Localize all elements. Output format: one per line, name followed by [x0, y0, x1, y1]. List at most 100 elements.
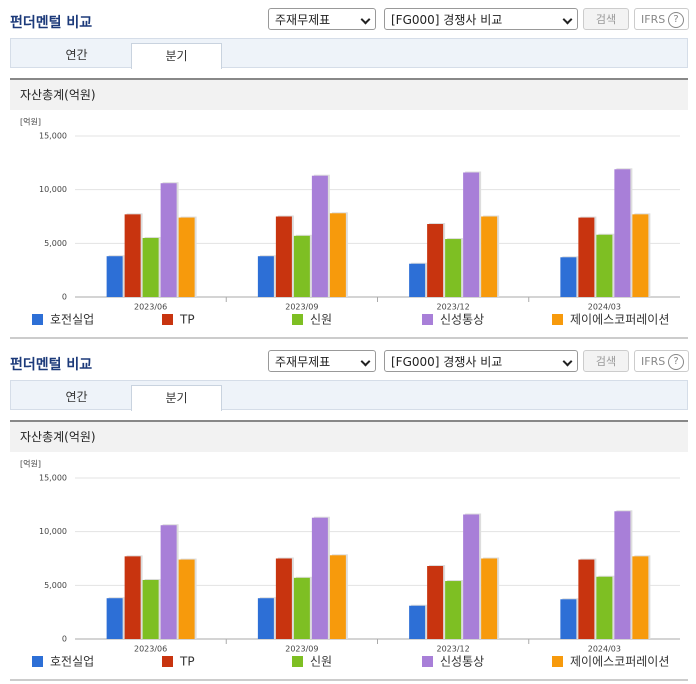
- legend-swatch: [162, 314, 173, 325]
- legend-label: 신원: [310, 655, 332, 669]
- panel-title: 펀더멘털 비교: [10, 15, 93, 31]
- legend-swatch: [162, 656, 173, 667]
- ifrs-label: IFRS: [641, 355, 666, 368]
- legend-label: 신원: [310, 313, 332, 327]
- bar: [275, 216, 292, 297]
- chart: [억원] 0 5,000 10,000 15,000 2023/06 2023/09 2023…: [10, 117, 688, 339]
- bar: [427, 224, 444, 297]
- ifrs-button[interactable]: IFRS?: [634, 8, 689, 30]
- bar: [160, 183, 177, 297]
- legend-swatch: [292, 656, 303, 667]
- bar: [445, 239, 462, 297]
- unit-label: [억원]: [20, 459, 41, 469]
- search-button[interactable]: 검색: [583, 350, 629, 372]
- statement-select[interactable]: 주재무제표: [268, 350, 376, 372]
- bar: [329, 555, 346, 639]
- ifrs-label: IFRS: [641, 13, 666, 26]
- bar: [293, 235, 310, 297]
- x-tick-label: 2024/03: [588, 645, 621, 654]
- bar: [632, 556, 649, 639]
- bar: [329, 213, 346, 297]
- x-tick-label: 2023/09: [285, 303, 318, 312]
- search-button[interactable]: 검색: [583, 8, 629, 30]
- help-icon[interactable]: ?: [668, 12, 684, 28]
- bar: [596, 576, 613, 639]
- legend-label: 제이에스코퍼레이션: [570, 313, 669, 327]
- bar: [614, 511, 631, 639]
- bar: [578, 217, 595, 297]
- section-title: 자산총계(억원): [10, 420, 688, 452]
- legend-swatch: [422, 656, 433, 667]
- tab[interactable]: 분기: [131, 385, 222, 411]
- legend-swatch: [32, 656, 43, 667]
- bar: [614, 169, 631, 297]
- bar: [481, 558, 498, 639]
- bar: [463, 172, 480, 297]
- y-tick-label: 5,000: [44, 239, 67, 248]
- bar: [481, 216, 498, 297]
- legend-label: TP: [179, 655, 195, 669]
- x-tick-label: 2023/12: [437, 645, 470, 654]
- legend-label: 제이에스코퍼레이션: [570, 655, 669, 669]
- bar: [106, 256, 123, 297]
- bar: [275, 558, 292, 639]
- x-tick-label: 2023/06: [134, 645, 167, 654]
- bar: [578, 559, 595, 639]
- bar: [409, 605, 426, 639]
- bar: [445, 581, 462, 639]
- legend-label: 호전실업: [50, 655, 94, 669]
- panel: 펀더멘털 비교 주재무제표 [FG000] 경쟁사 비교 검색 IFRS? 연간 분기 자산총…: [0, 0, 696, 342]
- legend-label: 신성통상: [440, 313, 484, 327]
- legend-swatch: [292, 314, 303, 325]
- bar: [178, 217, 195, 297]
- bar: [124, 556, 141, 639]
- bar: [560, 257, 577, 297]
- peer-select[interactable]: [FG000] 경쟁사 비교: [384, 350, 578, 372]
- x-tick-label: 2023/06: [134, 303, 167, 312]
- y-tick-label: 15,000: [39, 132, 67, 141]
- bar: [311, 175, 328, 297]
- bar: [142, 579, 159, 639]
- x-tick-label: 2023/09: [285, 645, 318, 654]
- bar: [311, 517, 328, 639]
- bar: [409, 263, 426, 297]
- bar: [293, 577, 310, 639]
- section-title: 자산총계(억원): [10, 78, 688, 110]
- bar: [632, 214, 649, 297]
- bar: [142, 237, 159, 297]
- y-tick-label: 5,000: [44, 581, 67, 590]
- y-tick-label: 15,000: [39, 474, 67, 483]
- statement-select[interactable]: 주재무제표: [268, 8, 376, 30]
- y-tick-label: 0: [62, 293, 67, 302]
- legend-swatch: [422, 314, 433, 325]
- tab[interactable]: 연간: [65, 48, 88, 62]
- y-tick-label: 10,000: [39, 185, 67, 194]
- bar: [560, 599, 577, 639]
- peer-select[interactable]: [FG000] 경쟁사 비교: [384, 8, 578, 30]
- y-tick-label: 0: [62, 635, 67, 644]
- legend-label: 신성통상: [440, 655, 484, 669]
- y-tick-label: 10,000: [39, 527, 67, 536]
- bar: [106, 598, 123, 639]
- legend-swatch: [32, 314, 43, 325]
- bar: [124, 214, 141, 297]
- tab-bar: 연간 분기: [10, 380, 688, 411]
- legend-label: TP: [179, 313, 195, 327]
- help-icon[interactable]: ?: [668, 354, 684, 370]
- ifrs-button[interactable]: IFRS?: [634, 350, 689, 372]
- panel: 펀더멘털 비교 주재무제표 [FG000] 경쟁사 비교 검색 IFRS? 연간 분기 자산총…: [0, 342, 696, 684]
- bar: [463, 514, 480, 639]
- bar: [427, 566, 444, 639]
- legend-swatch: [552, 656, 563, 667]
- panel-title: 펀더멘털 비교: [10, 357, 93, 373]
- x-tick-label: 2024/03: [588, 303, 621, 312]
- chart: [억원] 0 5,000 10,000 15,000 2023/06 2023/09 2023…: [10, 459, 688, 681]
- tab[interactable]: 분기: [131, 43, 222, 69]
- bar: [160, 525, 177, 639]
- tab[interactable]: 연간: [65, 390, 88, 404]
- bar: [178, 559, 195, 639]
- bar: [257, 598, 274, 639]
- legend-swatch: [552, 314, 563, 325]
- unit-label: [억원]: [20, 117, 41, 127]
- tab-bar: 연간 분기: [10, 38, 688, 69]
